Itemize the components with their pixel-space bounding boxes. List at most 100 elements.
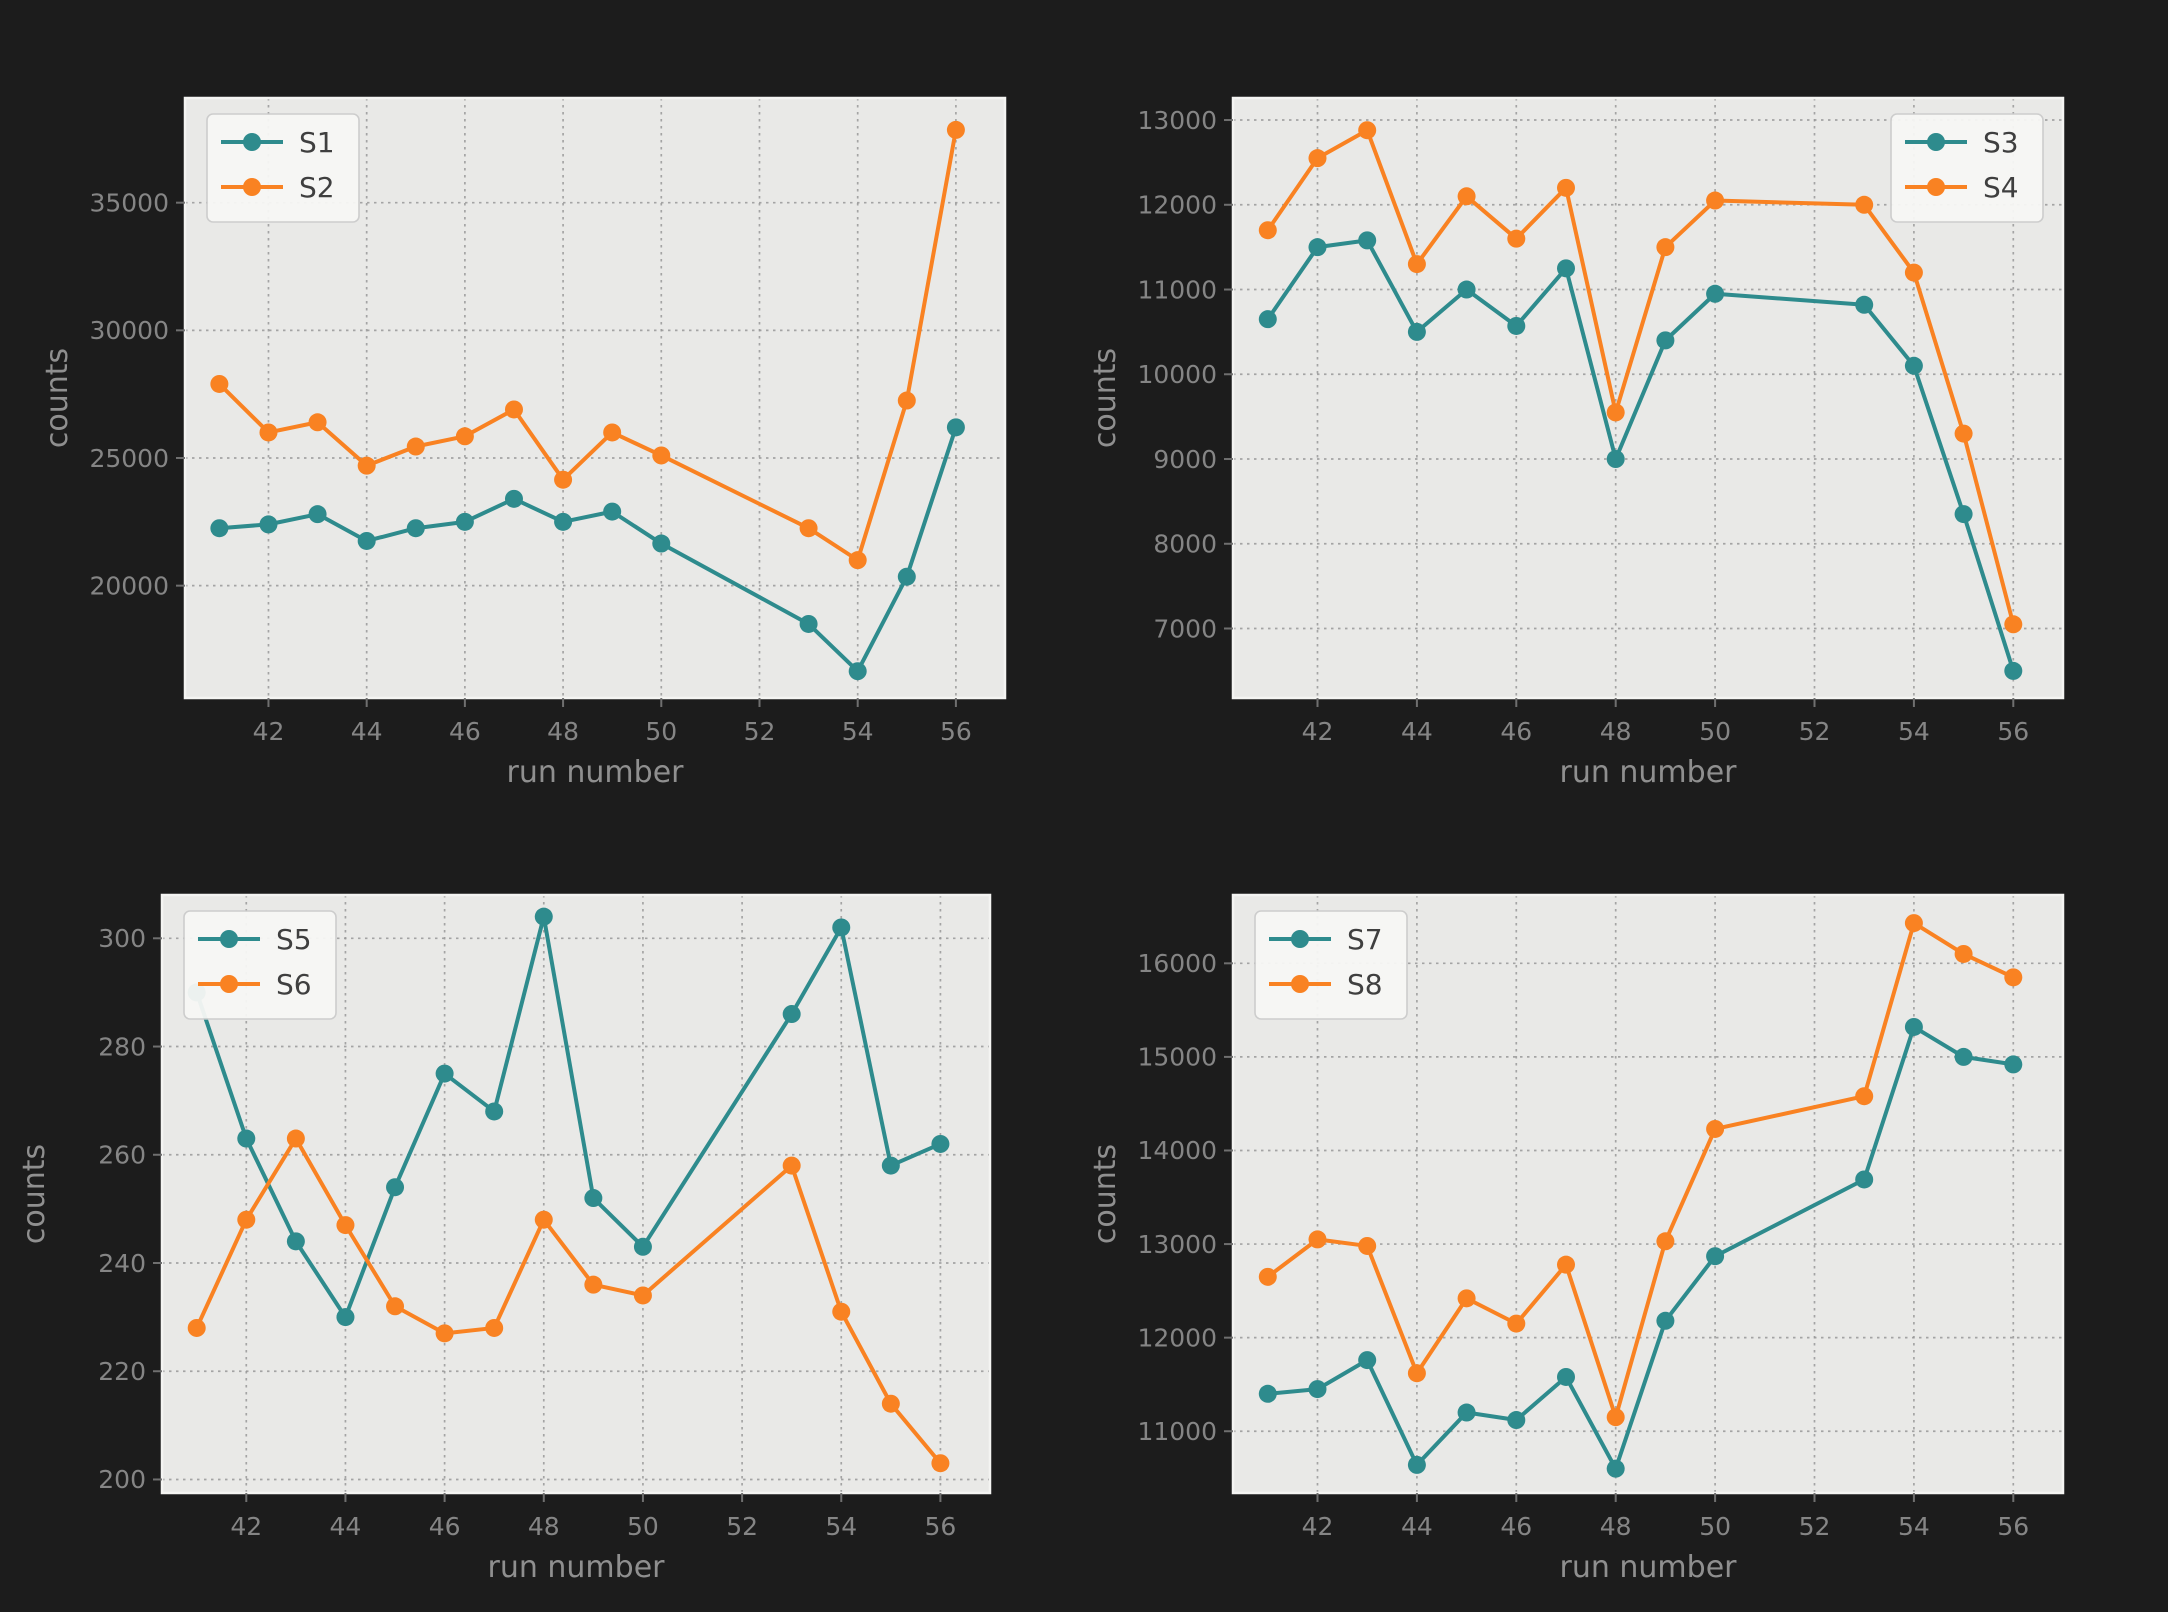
data-point-s6 <box>286 1129 305 1148</box>
data-point-s1 <box>848 662 867 681</box>
legend-swatch-marker <box>220 975 238 993</box>
data-point-s7 <box>1855 1170 1874 1189</box>
y-tick-label: 14000 <box>1137 1136 1217 1165</box>
data-point-s1 <box>946 418 965 437</box>
data-point-s1 <box>406 519 425 538</box>
data-point-s8 <box>1457 1289 1476 1308</box>
data-point-s2 <box>848 551 867 570</box>
data-point-s1 <box>259 515 278 534</box>
data-point-s6 <box>584 1275 603 1294</box>
y-tick-label: 35000 <box>89 188 169 217</box>
x-tick-label: 44 <box>1401 717 1433 746</box>
legend-box <box>1254 910 1408 1020</box>
data-point-s7 <box>1656 1311 1675 1330</box>
data-point-s8 <box>1308 1230 1327 1249</box>
data-point-s1 <box>652 534 671 553</box>
data-point-s8 <box>1656 1232 1675 1251</box>
data-point-s8 <box>1855 1087 1874 1106</box>
x-tick-label: 54 <box>842 717 874 746</box>
data-point-s2 <box>897 391 916 410</box>
data-point-s4 <box>1407 255 1426 274</box>
y-axis-label: counts <box>40 348 75 448</box>
chart-s3-s4: 42 44 46 48 50 52 54 56 7000 8000 9000 10000 11000 12… <box>1084 0 2168 806</box>
x-tick-label: 42 <box>1302 717 1334 746</box>
x-tick-label: 42 <box>1302 1512 1334 1541</box>
data-point-s7 <box>1904 1017 1923 1036</box>
y-tick-label: 7000 <box>1153 614 1217 643</box>
data-point-s4 <box>1904 263 1923 282</box>
y-axis-label: counts <box>17 1144 52 1244</box>
data-point-s3 <box>1407 322 1426 341</box>
data-point-s4 <box>1954 424 1973 443</box>
data-point-s1 <box>308 505 327 524</box>
legend-swatch-marker <box>1927 178 1945 196</box>
x-tick-label: 56 <box>940 717 972 746</box>
data-point-s3 <box>1556 259 1575 278</box>
legend-swatch-marker <box>220 930 238 948</box>
data-point-s3 <box>1904 356 1923 375</box>
data-point-s3 <box>1855 295 1874 314</box>
series-line-s5 <box>194 914 942 1320</box>
data-point-s8 <box>1507 1314 1526 1333</box>
data-point-s1 <box>357 531 376 550</box>
x-tick-label: 46 <box>1500 1512 1532 1541</box>
data-point-s2 <box>799 519 818 538</box>
y-tick-label: 240 <box>98 1249 146 1278</box>
data-point-s4 <box>1855 195 1874 214</box>
x-axis-label: run number <box>507 755 685 790</box>
data-point-s8 <box>1258 1267 1277 1286</box>
legend-label-s8: S8 <box>1347 968 1383 1001</box>
axes-border <box>183 96 1007 700</box>
data-point-s4 <box>1308 149 1327 168</box>
series-line-s1 <box>219 426 958 674</box>
legend-label-s1: S1 <box>299 126 335 159</box>
x-tick-label: 42 <box>253 717 285 746</box>
y-axis-label: counts <box>1088 1144 1123 1244</box>
x-tick-label: 50 <box>645 717 677 746</box>
data-point-s1 <box>504 489 523 508</box>
x-tick-label: 48 <box>1600 1512 1632 1541</box>
data-point-s3 <box>1358 231 1377 250</box>
data-point-s5 <box>881 1156 900 1175</box>
data-point-s3 <box>2004 661 2023 680</box>
data-point-s4 <box>1606 403 1625 422</box>
data-point-s2 <box>652 446 671 465</box>
data-point-s2 <box>504 400 523 419</box>
x-tick-label: 48 <box>1600 717 1632 746</box>
data-point-s5 <box>485 1102 504 1121</box>
y-tick-label: 9000 <box>1153 445 1217 474</box>
chart-s3-s4-canvas: 42 44 46 48 50 52 54 56 7000 8000 9000 10000 11000 12… <box>1088 96 2065 790</box>
legend-swatch-marker <box>1291 930 1309 948</box>
chart-s7-s8-canvas: 42 44 46 48 50 52 54 56 11000 12000 13000 14000 1500… <box>1088 893 2065 1585</box>
y-tick-label: 13000 <box>1137 1230 1217 1259</box>
x-tick-label: 50 <box>627 1512 659 1541</box>
data-point-s7 <box>1457 1403 1476 1422</box>
data-point-s8 <box>1606 1408 1625 1427</box>
x-axis-label: run number <box>1560 755 1738 790</box>
y-axis-label: counts <box>1088 348 1123 448</box>
chart-s1-s2-canvas: 42 44 46 48 50 52 54 56 20000 25000 30000 35000 run … <box>40 96 1007 790</box>
data-point-s3 <box>1954 505 1973 524</box>
data-point-s4 <box>1507 229 1526 248</box>
data-point-s8 <box>2004 968 2023 987</box>
data-point-s7 <box>1507 1411 1526 1430</box>
data-point-s8 <box>1407 1364 1426 1383</box>
y-tick-label: 16000 <box>1137 949 1217 978</box>
x-tick-label: 56 <box>925 1512 957 1541</box>
x-tick-label: 46 <box>449 717 481 746</box>
data-point-s5 <box>237 1129 256 1148</box>
data-point-s3 <box>1308 238 1327 257</box>
data-point-s7 <box>1258 1384 1277 1403</box>
data-point-s5 <box>386 1178 405 1197</box>
x-tick-label: 48 <box>547 717 579 746</box>
x-tick-label: 42 <box>230 1512 262 1541</box>
data-point-s6 <box>782 1156 801 1175</box>
legend-box <box>183 910 337 1020</box>
data-point-s7 <box>1358 1351 1377 1370</box>
data-point-s2 <box>259 423 278 442</box>
data-point-s5 <box>286 1232 305 1251</box>
data-point-s3 <box>1706 284 1725 303</box>
x-axis-label: run number <box>1560 1550 1738 1585</box>
chart-s1-s2: 42 44 46 48 50 52 54 56 20000 25000 30000 35000 run … <box>0 0 1084 806</box>
